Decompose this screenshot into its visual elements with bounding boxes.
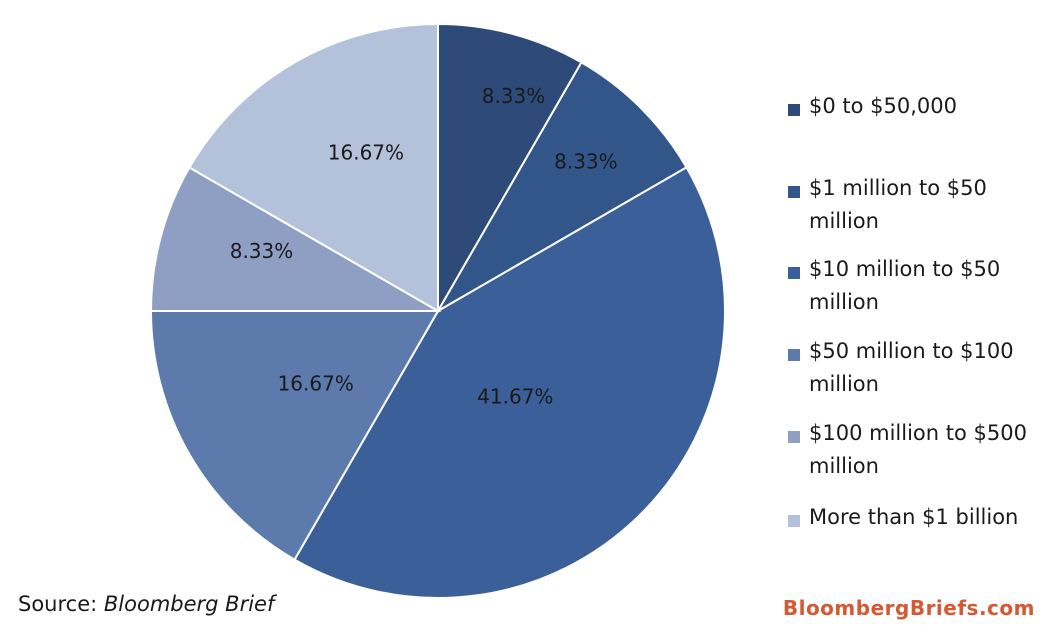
slice-value-label: 8.33% — [482, 84, 546, 108]
pie-slices — [149, 22, 726, 599]
legend-swatch — [788, 267, 800, 279]
pie-slice — [435, 61, 688, 314]
pie-slice — [149, 166, 442, 312]
legend-item: $0 to $50,000 — [788, 94, 1049, 123]
legend-label: $0 to $50,000 — [809, 94, 957, 118]
legend-item: More than $1 billion — [788, 505, 1049, 534]
brand-logo-text: BloombergBriefs.com — [782, 596, 1035, 620]
legend-label: More than $1 billion — [809, 505, 1019, 529]
legend-swatch — [788, 349, 800, 361]
source-name: Bloomberg Brief — [103, 592, 275, 616]
legend-label: $50 million to $100 million — [809, 339, 1014, 396]
legend-item: $1 million to $50 million — [788, 176, 1049, 238]
legend-label: $1 million to $50 million — [809, 176, 987, 233]
slice-value-label: 8.33% — [230, 239, 294, 263]
legend-label: $10 million to $50 million — [809, 257, 1001, 314]
pie-slice — [437, 22, 583, 315]
legend-item: $100 million to $500 million — [788, 421, 1049, 483]
legend-item: $10 million to $50 million — [788, 257, 1049, 319]
pie-slice — [149, 310, 440, 561]
source-prefix: Source: — [18, 592, 104, 616]
legend-swatch — [788, 186, 800, 198]
slice-value-label: 41.67% — [477, 385, 553, 409]
pie-slice — [188, 22, 439, 313]
pie-labels: 8.33% 8.33% 41.67% 16.67% 8.33% 16.67% — [230, 84, 618, 409]
slice-value-label: 16.67% — [278, 371, 354, 395]
legend-label: $100 million to $500 million — [809, 421, 1027, 478]
source-note: Source: Bloomberg Brief — [18, 592, 274, 616]
legend-swatch — [788, 515, 800, 527]
legend-swatch — [788, 104, 800, 116]
legend-item: $50 million to $100 million — [788, 339, 1049, 401]
legend-swatch — [788, 431, 800, 443]
slice-value-label: 8.33% — [554, 150, 618, 174]
slice-value-label: 16.67% — [328, 140, 404, 164]
pie-slice — [293, 166, 726, 599]
